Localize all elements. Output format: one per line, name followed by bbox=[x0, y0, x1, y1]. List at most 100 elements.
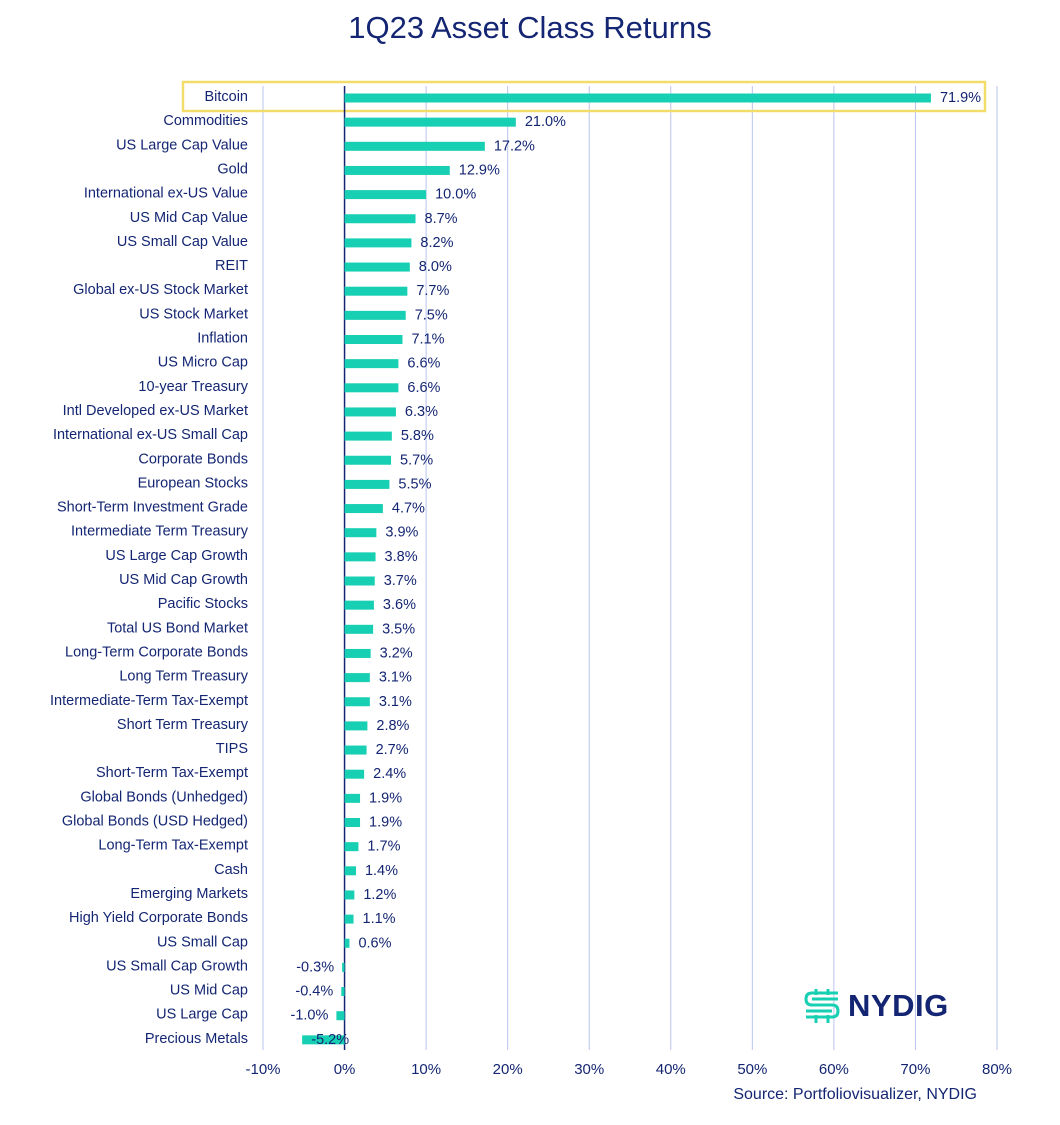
bar bbox=[344, 528, 377, 538]
data-label: 1.9% bbox=[369, 790, 402, 806]
category-label: TIPS bbox=[216, 741, 248, 757]
data-label: 6.3% bbox=[405, 404, 438, 420]
bar bbox=[344, 190, 427, 200]
bar bbox=[344, 310, 406, 320]
category-label: Gold bbox=[217, 161, 248, 177]
category-label: US Small Cap bbox=[157, 934, 248, 950]
bar bbox=[344, 93, 931, 103]
data-label: 17.2% bbox=[494, 138, 535, 154]
data-label: 2.7% bbox=[376, 742, 409, 758]
data-label: 4.7% bbox=[392, 501, 425, 517]
category-label: Global ex-US Stock Market bbox=[73, 282, 248, 298]
x-tick-label: 80% bbox=[982, 1061, 1012, 1078]
nydig-logo: NYDIG bbox=[802, 986, 949, 1026]
category-label: US Mid Cap bbox=[170, 983, 248, 999]
category-label: Precious Metals bbox=[145, 1031, 248, 1047]
source-note: Source: Portfoliovisualizer, NYDIG bbox=[733, 1086, 977, 1103]
category-label: High Yield Corporate Bonds bbox=[69, 910, 248, 926]
category-label: Long Term Treasury bbox=[119, 669, 248, 685]
bar bbox=[344, 335, 403, 344]
bar bbox=[344, 479, 390, 489]
x-tick-label: 20% bbox=[493, 1061, 523, 1078]
data-label: 3.6% bbox=[383, 597, 416, 613]
data-label: 3.9% bbox=[385, 525, 418, 541]
x-tick-label: 30% bbox=[574, 1061, 604, 1078]
data-label: 3.5% bbox=[382, 621, 415, 637]
data-label: 6.6% bbox=[407, 380, 440, 396]
category-label: REIT bbox=[215, 258, 248, 274]
x-tick-label: 60% bbox=[819, 1061, 849, 1078]
bar bbox=[344, 697, 370, 707]
data-label: -0.4% bbox=[295, 984, 333, 1000]
category-label: US Small Cap Value bbox=[117, 234, 248, 250]
category-label: Global Bonds (USD Hedged) bbox=[62, 814, 248, 830]
bar bbox=[344, 504, 383, 514]
bar bbox=[344, 600, 374, 610]
data-label: 12.9% bbox=[459, 162, 500, 178]
data-label: 7.1% bbox=[411, 332, 444, 348]
bar bbox=[344, 117, 516, 127]
bar bbox=[344, 673, 370, 683]
highlight-box bbox=[181, 80, 987, 113]
x-tick-label: 50% bbox=[737, 1061, 767, 1078]
bar bbox=[344, 818, 361, 827]
data-label: 21.0% bbox=[525, 114, 566, 130]
bar bbox=[344, 262, 410, 272]
chart-title: 1Q23 Asset Class Returns bbox=[348, 10, 712, 45]
x-tick-label: 70% bbox=[900, 1061, 930, 1078]
data-label: 3.1% bbox=[379, 670, 412, 686]
category-label: Short-Term Tax-Exempt bbox=[96, 765, 248, 781]
bar bbox=[336, 1011, 345, 1021]
category-label: Cash bbox=[214, 862, 248, 878]
x-tick-label: 10% bbox=[411, 1061, 441, 1078]
bar bbox=[344, 141, 485, 151]
bar bbox=[344, 721, 368, 731]
bar bbox=[344, 576, 375, 586]
logo-wordmark: NYDIG bbox=[848, 988, 949, 1023]
category-label: Short Term Treasury bbox=[117, 717, 249, 733]
category-label: Corporate Bonds bbox=[138, 451, 248, 467]
category-label: 10-year Treasury bbox=[138, 379, 248, 395]
data-label: 5.7% bbox=[400, 452, 433, 468]
data-label: 8.2% bbox=[420, 235, 453, 251]
bar bbox=[344, 383, 399, 393]
category-label: US Large Cap Growth bbox=[105, 548, 248, 564]
bar bbox=[344, 286, 408, 296]
category-label: Total US Bond Market bbox=[107, 620, 248, 636]
data-label: 71.9% bbox=[940, 90, 981, 106]
nydig-logo-icon bbox=[804, 989, 840, 1023]
bar bbox=[344, 214, 416, 224]
category-label: Global Bonds (Unhedged) bbox=[80, 789, 248, 805]
data-label: 6.6% bbox=[407, 356, 440, 372]
category-label: Pacific Stocks bbox=[158, 596, 248, 612]
data-label: 10.0% bbox=[435, 187, 476, 203]
data-label: 1.4% bbox=[365, 863, 398, 879]
category-label: Short-Term Investment Grade bbox=[57, 500, 248, 516]
category-label: Intermediate Term Treasury bbox=[71, 524, 249, 540]
category-label: US Stock Market bbox=[139, 306, 248, 322]
category-label: Long-Term Tax-Exempt bbox=[98, 838, 248, 854]
data-label: 3.1% bbox=[379, 694, 412, 710]
category-label: US Micro Cap bbox=[158, 355, 248, 371]
data-label: 2.4% bbox=[373, 766, 406, 782]
bar bbox=[344, 866, 356, 876]
category-label: International ex-US Value bbox=[84, 186, 248, 202]
bar bbox=[344, 407, 396, 417]
data-label: -1.0% bbox=[291, 1008, 329, 1024]
data-label: -0.3% bbox=[296, 959, 334, 975]
category-label: Inflation bbox=[197, 331, 248, 347]
bar bbox=[302, 1035, 345, 1045]
data-label: 3.2% bbox=[380, 645, 413, 661]
category-label: US Large Cap bbox=[156, 1007, 248, 1023]
data-label: 1.9% bbox=[369, 815, 402, 831]
bar bbox=[344, 455, 392, 465]
data-label: 8.7% bbox=[425, 211, 458, 227]
category-label: Emerging Markets bbox=[130, 886, 248, 902]
category-label: International ex-US Small Cap bbox=[53, 427, 248, 443]
x-tick-label: 0% bbox=[334, 1061, 356, 1078]
x-tick-label: -10% bbox=[245, 1061, 280, 1078]
bar bbox=[344, 165, 450, 175]
category-label: US Mid Cap Value bbox=[130, 210, 248, 226]
bar bbox=[344, 552, 376, 562]
